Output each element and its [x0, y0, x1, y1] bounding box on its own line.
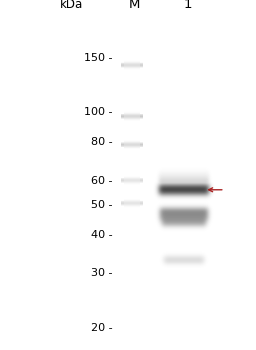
Text: 80 -: 80 - — [91, 137, 113, 147]
Text: 30 -: 30 - — [91, 268, 113, 278]
Text: kDa: kDa — [60, 0, 84, 11]
Text: 1: 1 — [184, 0, 192, 11]
Text: 60 -: 60 - — [91, 176, 113, 186]
Text: 20 -: 20 - — [91, 323, 113, 332]
Text: 50 -: 50 - — [91, 200, 113, 210]
Text: 150 -: 150 - — [84, 53, 113, 63]
Text: 100 -: 100 - — [84, 107, 113, 117]
Text: 40 -: 40 - — [91, 230, 113, 240]
Text: M: M — [129, 0, 140, 11]
